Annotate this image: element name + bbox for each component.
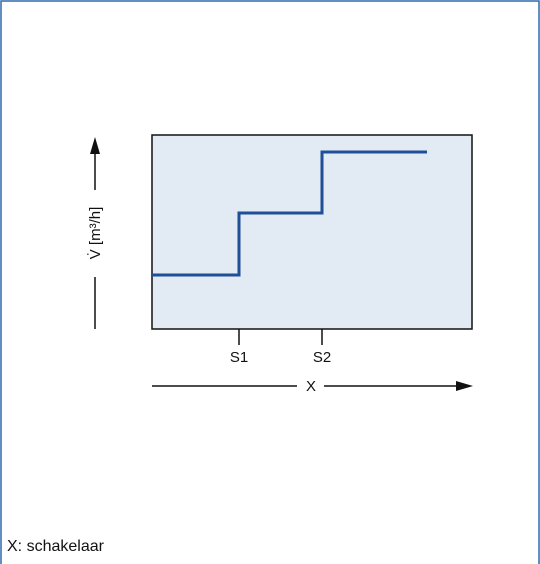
x-axis-arrowhead	[456, 381, 473, 391]
y-axis-arrowhead	[90, 137, 100, 154]
s1-label: S1	[230, 349, 248, 366]
caption: X: schakelaar	[7, 538, 104, 555]
x-axis-label: X	[306, 378, 316, 395]
s2-label: S2	[313, 349, 331, 366]
plot-area	[151, 134, 473, 330]
y-axis-label: V̇ [m³/h]	[87, 207, 104, 260]
flow-step-line	[152, 150, 427, 277]
